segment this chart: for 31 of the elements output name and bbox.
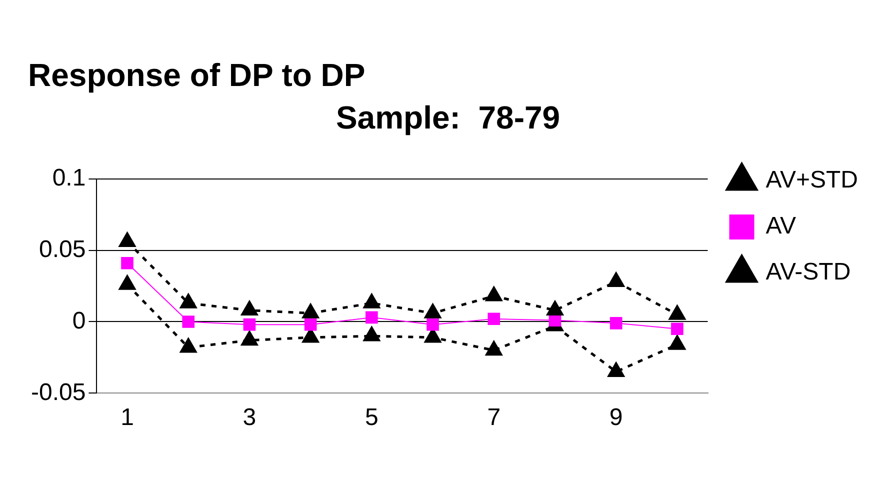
legend-label: AV-STD bbox=[766, 258, 851, 286]
x-tick-label: 7 bbox=[487, 404, 501, 432]
point bbox=[486, 341, 502, 356]
y-tick-label: 0 bbox=[72, 307, 86, 334]
point bbox=[608, 362, 624, 378]
point bbox=[486, 286, 502, 302]
point bbox=[119, 275, 136, 290]
point bbox=[669, 335, 686, 350]
point bbox=[302, 304, 319, 318]
point bbox=[180, 338, 197, 353]
y-tick-label: 0.05 bbox=[38, 236, 86, 263]
chart-title: Response of DP to DP bbox=[28, 57, 366, 94]
point bbox=[546, 301, 564, 316]
point bbox=[241, 301, 258, 316]
y-tick-label: -0.05 bbox=[31, 378, 86, 406]
x-tick-label: 9 bbox=[609, 404, 623, 432]
point bbox=[608, 272, 624, 287]
point bbox=[119, 232, 136, 247]
chart-subtitle: Sample: 78-79 bbox=[336, 99, 560, 136]
point bbox=[363, 326, 380, 342]
point bbox=[241, 331, 258, 346]
legend-label: AV+STD bbox=[766, 166, 858, 194]
point bbox=[669, 305, 686, 320]
point bbox=[363, 294, 380, 308]
y-tick-label: 0.1 bbox=[52, 164, 86, 192]
x-tick-label: 5 bbox=[364, 404, 378, 432]
point bbox=[180, 294, 197, 308]
point bbox=[424, 304, 441, 318]
x-tick-label: 3 bbox=[242, 404, 256, 432]
legend-label: AV bbox=[766, 212, 796, 240]
x-tick-label: 1 bbox=[120, 404, 134, 432]
